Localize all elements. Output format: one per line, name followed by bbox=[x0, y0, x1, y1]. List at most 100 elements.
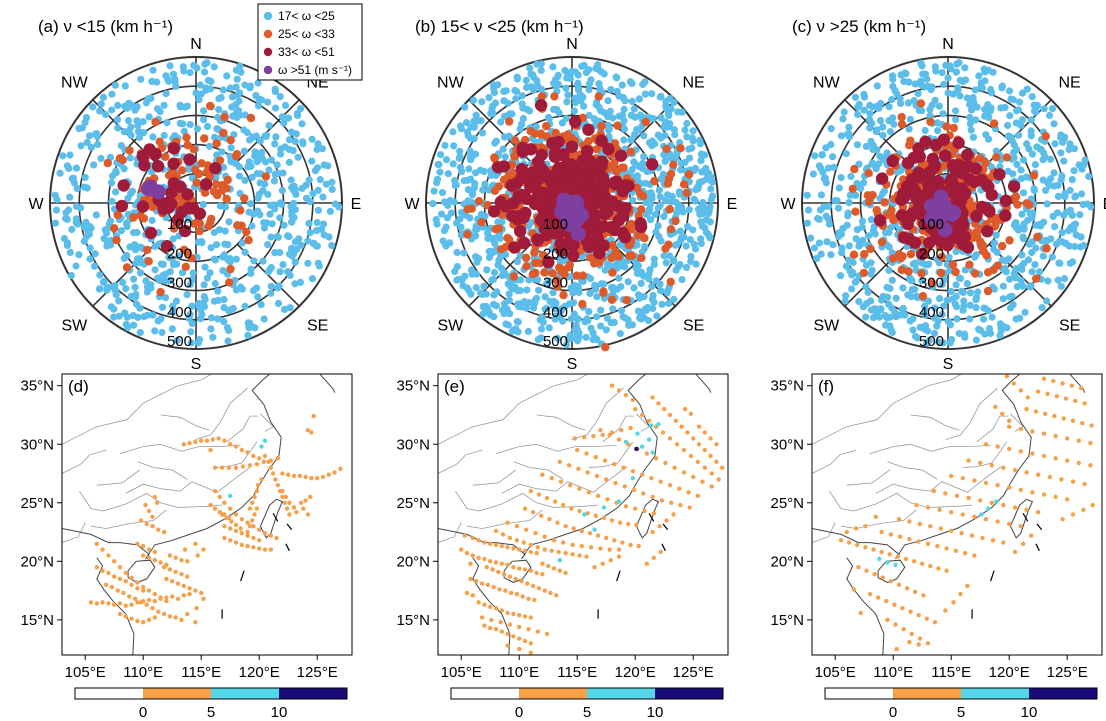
track-point bbox=[146, 555, 152, 560]
polar-point bbox=[556, 192, 572, 208]
track-point bbox=[164, 562, 169, 567]
polar-point bbox=[997, 326, 1006, 335]
polar-point bbox=[72, 215, 80, 223]
x-tick-label: 115°E bbox=[557, 664, 597, 681]
polar-point bbox=[842, 292, 850, 300]
track-point bbox=[123, 603, 128, 608]
track-point bbox=[669, 500, 674, 505]
polar-point bbox=[618, 111, 627, 119]
track-point bbox=[688, 453, 694, 459]
track-point bbox=[914, 502, 919, 508]
polar-point bbox=[162, 90, 170, 98]
polar-point bbox=[166, 268, 174, 276]
polar-point bbox=[868, 119, 876, 128]
track-point bbox=[577, 553, 582, 558]
polar-point bbox=[186, 121, 194, 129]
polar-point bbox=[123, 313, 131, 321]
track-point bbox=[251, 453, 256, 459]
track-point bbox=[505, 520, 510, 525]
polar-point bbox=[187, 339, 195, 347]
polar-point bbox=[909, 326, 917, 334]
polar-point bbox=[123, 222, 131, 231]
polar-point bbox=[975, 325, 983, 333]
panel-d-boundaries bbox=[62, 374, 336, 655]
track-point bbox=[633, 406, 638, 412]
track-point bbox=[877, 556, 882, 562]
polar-point bbox=[200, 281, 208, 289]
track-point bbox=[1030, 490, 1035, 495]
polar-point bbox=[171, 75, 179, 83]
polar-point bbox=[112, 188, 120, 196]
polar-point bbox=[851, 207, 860, 216]
polar-point bbox=[429, 200, 437, 208]
polar-point bbox=[1017, 277, 1025, 285]
track-point bbox=[245, 529, 250, 535]
polar-point bbox=[1068, 211, 1076, 219]
track-point bbox=[844, 529, 849, 535]
polar-point bbox=[632, 173, 640, 181]
track-point bbox=[646, 418, 652, 423]
track-point bbox=[247, 524, 253, 529]
panel-e-frame bbox=[437, 373, 729, 656]
polar-point bbox=[885, 300, 893, 308]
polar-point bbox=[1027, 282, 1035, 290]
polar-point bbox=[151, 266, 159, 274]
polar-point bbox=[628, 196, 637, 204]
polar-point bbox=[1014, 106, 1023, 114]
polar-point bbox=[1019, 156, 1028, 164]
polar-point bbox=[158, 303, 167, 311]
track-point bbox=[651, 511, 656, 516]
polar-point bbox=[108, 106, 116, 114]
track-point bbox=[121, 590, 126, 596]
track-point bbox=[935, 543, 940, 549]
polar-point bbox=[308, 275, 317, 283]
track-point bbox=[129, 582, 134, 587]
polar-point bbox=[992, 231, 1000, 239]
legend-marker bbox=[263, 29, 273, 39]
polar-point bbox=[674, 108, 682, 116]
track-point bbox=[526, 596, 531, 601]
track-point bbox=[898, 534, 903, 539]
polar-point bbox=[1030, 185, 1038, 193]
polar-point bbox=[880, 198, 889, 207]
track-point bbox=[903, 556, 909, 562]
polar-point bbox=[248, 173, 256, 181]
polar-point bbox=[151, 327, 159, 335]
colorbar-tick-label: 10 bbox=[1021, 704, 1038, 721]
polar-point bbox=[539, 318, 547, 326]
polar-point bbox=[553, 106, 561, 114]
polar-point bbox=[896, 253, 906, 263]
track-point bbox=[528, 615, 533, 620]
dashed-boundary-segment bbox=[285, 543, 290, 552]
panel-f-colorbar: 0 5 10 bbox=[824, 687, 1098, 721]
polar-point bbox=[335, 203, 343, 211]
track-point bbox=[266, 459, 271, 464]
track-point bbox=[1061, 416, 1066, 421]
track-point bbox=[170, 594, 175, 599]
track-point bbox=[239, 517, 244, 522]
polar-point bbox=[136, 200, 150, 213]
polar-point bbox=[1051, 140, 1059, 148]
polar-point bbox=[604, 97, 612, 105]
direction-label: SE bbox=[307, 318, 328, 335]
colorbar-segment bbox=[451, 688, 519, 699]
polar-point bbox=[500, 133, 508, 141]
polar-point bbox=[871, 230, 879, 238]
track-point bbox=[663, 460, 668, 466]
polar-point bbox=[313, 164, 322, 172]
track-point bbox=[532, 597, 537, 603]
track-point bbox=[222, 524, 227, 529]
polar-point bbox=[497, 160, 511, 173]
track-point bbox=[1007, 485, 1012, 490]
track-point bbox=[332, 470, 337, 475]
polar-point bbox=[280, 305, 289, 313]
track-point bbox=[966, 458, 971, 463]
track-point bbox=[943, 608, 948, 613]
polar-point bbox=[971, 86, 979, 94]
polar-point bbox=[848, 285, 856, 293]
polar-point bbox=[638, 308, 646, 316]
y-tick-label: 25°N bbox=[770, 495, 804, 512]
track-point bbox=[656, 401, 661, 406]
polar-point bbox=[490, 154, 499, 163]
polar-point bbox=[209, 162, 222, 175]
